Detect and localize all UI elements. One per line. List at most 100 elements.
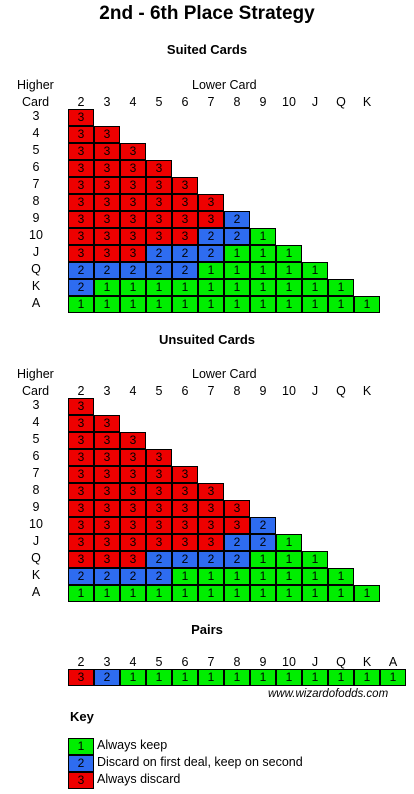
strategy-cell: 2 [224, 228, 250, 245]
strategy-cell: 2 [68, 262, 94, 279]
strategy-cell: 3 [94, 449, 120, 466]
strategy-cell: 2 [172, 245, 198, 262]
column-label: 2 [77, 655, 85, 669]
strategy-cell: 3 [172, 534, 198, 551]
strategy-cell: 1 [224, 669, 250, 686]
strategy-cell: 3 [94, 534, 120, 551]
strategy-cell: 1 [302, 296, 328, 313]
column-label: 7 [207, 384, 215, 398]
strategy-cell: 3 [224, 517, 250, 534]
row-label: 8 [32, 483, 40, 497]
row-label: 6 [32, 449, 40, 463]
strategy-cell: 3 [198, 500, 224, 517]
unsuited-title: Unsuited Cards [158, 332, 256, 347]
column-label: 3 [103, 95, 111, 109]
strategy-cell: 3 [146, 177, 172, 194]
key-title: Key [70, 709, 94, 724]
strategy-cell: 3 [146, 211, 172, 228]
strategy-cell: 3 [120, 449, 146, 466]
strategy-cell: 2 [120, 262, 146, 279]
row-label: Q [31, 551, 41, 565]
strategy-cell: 3 [172, 211, 198, 228]
strategy-cell: 1 [328, 585, 354, 602]
strategy-cell: 2 [224, 551, 250, 568]
row-label: 5 [32, 143, 40, 157]
column-label: 6 [181, 655, 189, 669]
strategy-cell: 2 [250, 534, 276, 551]
column-label: J [311, 655, 319, 669]
strategy-cell: 3 [94, 177, 120, 194]
column-label: 6 [181, 384, 189, 398]
strategy-cell: 1 [302, 568, 328, 585]
strategy-cell: 1 [68, 296, 94, 313]
column-label: 4 [129, 95, 137, 109]
strategy-cell: 1 [250, 551, 276, 568]
column-label: 10 [282, 384, 296, 398]
strategy-cell: 1 [224, 279, 250, 296]
strategy-cell: 1 [302, 669, 328, 686]
column-label: Q [336, 384, 346, 398]
strategy-cell: 3 [68, 415, 94, 432]
strategy-cell: 3 [94, 432, 120, 449]
strategy-cell: 3 [146, 160, 172, 177]
strategy-cell: 3 [172, 500, 198, 517]
column-label: K [362, 655, 372, 669]
strategy-cell: 1 [198, 262, 224, 279]
column-label: 2 [77, 384, 85, 398]
strategy-cell: 1 [224, 296, 250, 313]
strategy-cell: 3 [120, 517, 146, 534]
strategy-cell: 3 [172, 483, 198, 500]
strategy-cell: 3 [68, 398, 94, 415]
strategy-cell: 3 [94, 483, 120, 500]
strategy-cell: 1 [276, 279, 302, 296]
row-label: 4 [32, 126, 40, 140]
strategy-cell: 1 [250, 245, 276, 262]
strategy-cell: 1 [94, 296, 120, 313]
strategy-cell: 2 [224, 211, 250, 228]
strategy-cell: 1 [224, 245, 250, 262]
strategy-cell: 1 [302, 551, 328, 568]
strategy-cell: 3 [224, 500, 250, 517]
strategy-cell: 1 [328, 279, 354, 296]
strategy-cell: 3 [68, 126, 94, 143]
strategy-cell: 3 [68, 177, 94, 194]
strategy-cell: 1 [354, 296, 380, 313]
column-label: K [362, 95, 372, 109]
key-swatch: 3 [68, 772, 94, 789]
strategy-cell: 1 [120, 279, 146, 296]
column-label: 4 [129, 655, 137, 669]
column-label: Q [336, 655, 346, 669]
column-label: 7 [207, 95, 215, 109]
row-label: 7 [32, 177, 40, 191]
strategy-cell: 2 [172, 551, 198, 568]
row-label: A [31, 585, 41, 599]
strategy-cell: 3 [120, 500, 146, 517]
strategy-cell: 1 [120, 669, 146, 686]
strategy-cell: 3 [146, 466, 172, 483]
strategy-cell: 3 [94, 466, 120, 483]
strategy-cell: 1 [172, 568, 198, 585]
column-label: 4 [129, 384, 137, 398]
strategy-cell: 3 [198, 483, 224, 500]
strategy-cell: 1 [276, 245, 302, 262]
strategy-cell: 3 [120, 466, 146, 483]
column-label: 8 [233, 95, 241, 109]
strategy-cell: 3 [68, 483, 94, 500]
key-swatch: 2 [68, 755, 94, 772]
strategy-cell: 3 [120, 483, 146, 500]
strategy-cell: 1 [250, 296, 276, 313]
row-label: A [31, 296, 41, 310]
column-label: J [311, 95, 319, 109]
strategy-cell: 1 [224, 585, 250, 602]
strategy-cell: 2 [172, 262, 198, 279]
strategy-cell: 3 [120, 194, 146, 211]
strategy-cell: 3 [172, 228, 198, 245]
strategy-cell: 3 [120, 551, 146, 568]
column-label: 9 [259, 384, 267, 398]
row-label: 3 [32, 109, 40, 123]
strategy-cell: 3 [198, 534, 224, 551]
strategy-cell: 3 [94, 245, 120, 262]
key-label: Discard on first deal, keep on second [97, 755, 303, 769]
strategy-cell: 1 [224, 262, 250, 279]
strategy-cell: 2 [120, 568, 146, 585]
